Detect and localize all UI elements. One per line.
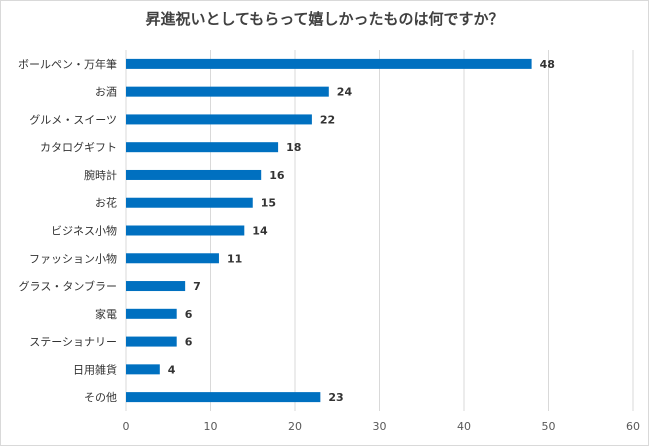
category-label: お酒 — [95, 86, 117, 99]
category-label: ビジネス小物 — [51, 224, 117, 238]
bar — [126, 308, 177, 319]
x-tick-label: 40 — [457, 420, 471, 433]
category-label: グルメ・スイーツ — [29, 112, 117, 126]
grid-layer — [125, 50, 634, 411]
x-tick-label: 0 — [123, 420, 130, 433]
bar — [126, 169, 262, 180]
bar — [126, 253, 219, 264]
category-label: 腕時計 — [84, 168, 117, 182]
x-tick-label: 20 — [288, 420, 302, 433]
chart-title: 昇進祝いとしてもらって嬉しかったものは何ですか？ — [145, 10, 504, 28]
category-label: グラス・タンブラー — [19, 279, 117, 293]
value-label: 11 — [227, 252, 242, 265]
x-tick-label: 10 — [204, 420, 218, 433]
x-tick-label: 50 — [542, 420, 556, 433]
category-label: その他 — [84, 391, 117, 404]
bar — [126, 392, 321, 403]
x-tick-label: 30 — [373, 420, 387, 433]
category-label: カタログギフト — [40, 140, 117, 154]
value-label: 6 — [185, 336, 193, 349]
category-label: ステーショナリー — [29, 336, 117, 349]
value-label: 48 — [540, 58, 555, 71]
bar — [126, 142, 279, 153]
bar — [126, 86, 329, 97]
bar-layer — [126, 58, 532, 403]
value-label: 7 — [193, 280, 201, 293]
value-label: 24 — [337, 86, 353, 99]
value-label: 18 — [286, 141, 301, 154]
value-label: 22 — [320, 113, 335, 126]
value-label: 16 — [269, 169, 285, 182]
bar — [126, 114, 312, 125]
bar — [126, 336, 177, 347]
value-label: 15 — [261, 197, 276, 210]
bar — [126, 281, 186, 292]
category-label: お花 — [95, 197, 117, 210]
bar — [126, 225, 245, 236]
x-tick-label: 60 — [626, 420, 640, 433]
value-label: 6 — [185, 308, 193, 321]
bar — [126, 364, 160, 375]
category-label: ボールペン・万年筆 — [18, 57, 117, 71]
label-layer: 0 10 20 30 40 50 60 ボールペン・万年筆 48 お酒 24 グルメ・スイーツ 22 カタ… — [18, 57, 640, 433]
value-label: 4 — [168, 363, 176, 376]
category-label: 家電 — [95, 307, 117, 321]
category-label: ファッション小物 — [29, 251, 117, 265]
bar — [126, 58, 532, 69]
bar — [126, 197, 253, 208]
value-label: 23 — [328, 391, 343, 404]
value-label: 14 — [252, 225, 268, 238]
category-label: 日用雑貨 — [73, 362, 117, 376]
